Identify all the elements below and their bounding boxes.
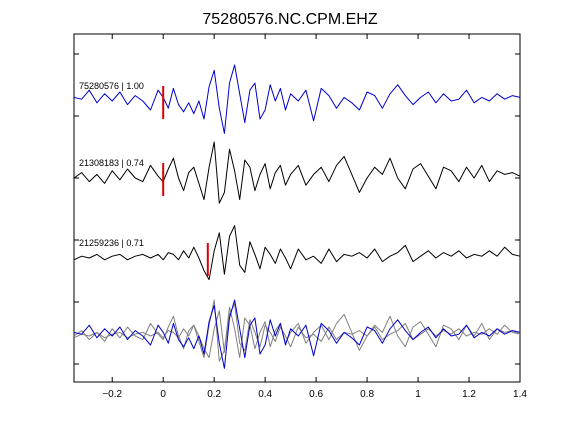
x-tick-label: 1: [415, 389, 421, 400]
overlay-trace-1: [73, 299, 521, 369]
x-tick-label: 0: [160, 389, 166, 400]
overlay-trace-3: [73, 303, 521, 359]
trace-line-2: [73, 141, 521, 204]
x-tick-label: 0.4: [258, 389, 272, 400]
x-tick-label: 0.2: [207, 389, 221, 400]
x-tick-label: 0.6: [309, 389, 323, 400]
x-tick-label: 0.8: [360, 389, 374, 400]
x-tick-label: −0.2: [102, 389, 122, 400]
trace-label-2: 21308183 | 0.74: [79, 158, 144, 168]
trace-label-3: 21259236 | 0.71: [79, 238, 144, 248]
trace-line-3: [73, 225, 521, 281]
trace-line-1: [73, 64, 521, 134]
x-tick-label: 1.4: [513, 389, 527, 400]
x-tick-label: 1.2: [462, 389, 476, 400]
chart-title: 75280576.NC.CPM.EHZ: [202, 11, 377, 28]
plot-area: [73, 33, 521, 383]
overlay-trace-2: [73, 299, 521, 362]
trace-label-1: 75280576 | 1.00: [79, 81, 144, 91]
x-axis: −0.2 0 0.2 0.4 0.6 0.8 1 1.2 1.4: [74, 34, 527, 400]
trace-area: 75280576 | 1.00 21308183 | 0.74 21259236 |…: [73, 64, 521, 369]
